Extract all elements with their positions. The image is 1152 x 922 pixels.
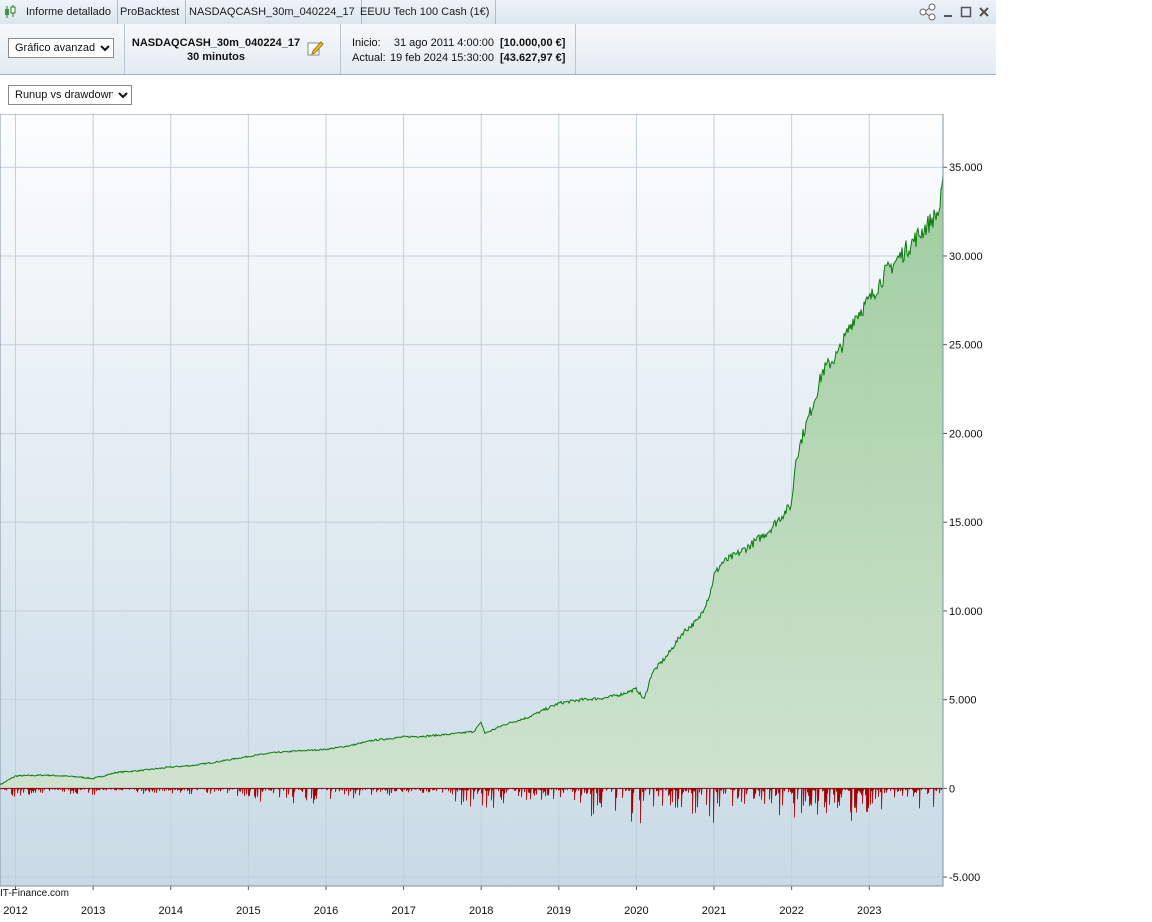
system-name: NASDAQCASH_30m_040224_17 [131,37,301,49]
edit-icon[interactable] [306,39,324,57]
y-tick-label: 15.000 [949,517,983,529]
current-value: [43.627,97 €] [500,52,566,64]
divider [340,24,341,74]
watermark: IT-Finance.com [0,888,69,899]
y-tick-label: -5.000 [949,872,980,884]
x-axis: 2012 2013 2014 2015 2016 2017 2018 2019 2020 2021… [3,886,882,917]
view-select[interactable]: Runup vs drawdown [8,85,132,105]
start-row: Inicio: 31 ago 2011 4:00:00 [10.000,00 €] [352,36,565,51]
chart-type-select[interactable]: Gráfico avanzado [8,38,114,58]
x-tick-label: 2021 [702,905,726,917]
x-tick-label: 2023 [857,905,881,917]
current-row: Actual: 19 feb 2024 15:30:00 [43.627,97 €] [352,51,565,66]
share-icon[interactable] [918,3,938,21]
x-tick-label: 2018 [469,905,493,917]
current-date: 19 feb 2024 15:30:00 [390,52,494,64]
window-controls [918,3,992,21]
y-tick-label: 0 [949,783,955,795]
y-axis: 35.000 30.000 25.000 20.000 15.000 10.000 5.00… [943,162,983,884]
runup-area [0,175,943,789]
start-value: [10.000,00 €] [500,37,566,49]
backtest-window: Informe detallado ProBacktest NASDAQCASH… [0,0,996,917]
y-tick-label: 5.000 [949,695,977,707]
title-bar: Informe detallado ProBacktest NASDAQCASH… [0,0,996,25]
maximize-icon[interactable] [958,4,974,20]
minimize-icon[interactable] [940,4,956,20]
view-toolbar: Runup vs drawdown [0,75,996,113]
y-tick-label: 25.000 [949,340,983,352]
timeframe: 30 minutos [186,51,246,63]
x-tick-label: 2017 [391,905,415,917]
y-tick-label: 35.000 [949,162,983,174]
close-icon[interactable] [976,4,992,20]
y-tick-label: 10.000 [949,606,983,618]
start-date: 31 ago 2011 4:00:00 [393,37,494,49]
current-label: Actual: [352,52,386,64]
drawdown-line [0,787,944,824]
runup-drawdown-chart: 35.000 30.000 25.000 20.000 15.000 10.000 5.00… [0,113,996,917]
x-tick-label: 2019 [547,905,571,917]
x-tick-label: 2016 [314,905,338,917]
divider [575,24,576,74]
x-tick-label: 2020 [624,905,648,917]
x-tick-label: 2022 [779,905,803,917]
tab-informe-detallado[interactable]: Informe detallado [20,0,118,24]
tab-instrument[interactable]: EEUU Tech 100 Cash (1€) [354,0,497,24]
y-tick-label: 20.000 [949,428,983,440]
x-tick-label: 2012 [3,905,27,917]
divider [124,24,125,74]
plot-border [0,113,944,887]
x-tick-label: 2015 [236,905,260,917]
x-tick-label: 2014 [159,905,183,917]
runup-line [0,175,944,786]
x-tick-label: 2013 [81,905,105,917]
tab-probacktest[interactable]: ProBacktest [114,0,187,24]
backtest-period: Inicio: 31 ago 2011 4:00:00 [10.000,00 €] … [352,36,565,66]
chart-canvas: 35.000 30.000 25.000 20.000 15.000 10.000 5.00… [0,113,983,917]
drawdown-series [0,787,944,824]
start-label: Inicio: [352,37,381,49]
candlestick-icon [5,5,16,18]
system-info: NASDAQCASH_30m_040224_17 30 minutos [126,36,306,64]
y-tick-label: 30.000 [949,251,983,263]
header-panel: Gráfico avanzado NASDAQCASH_30m_040224_1… [0,24,996,75]
tab-system-name[interactable]: NASDAQCASH_30m_040224_17 [183,0,362,24]
